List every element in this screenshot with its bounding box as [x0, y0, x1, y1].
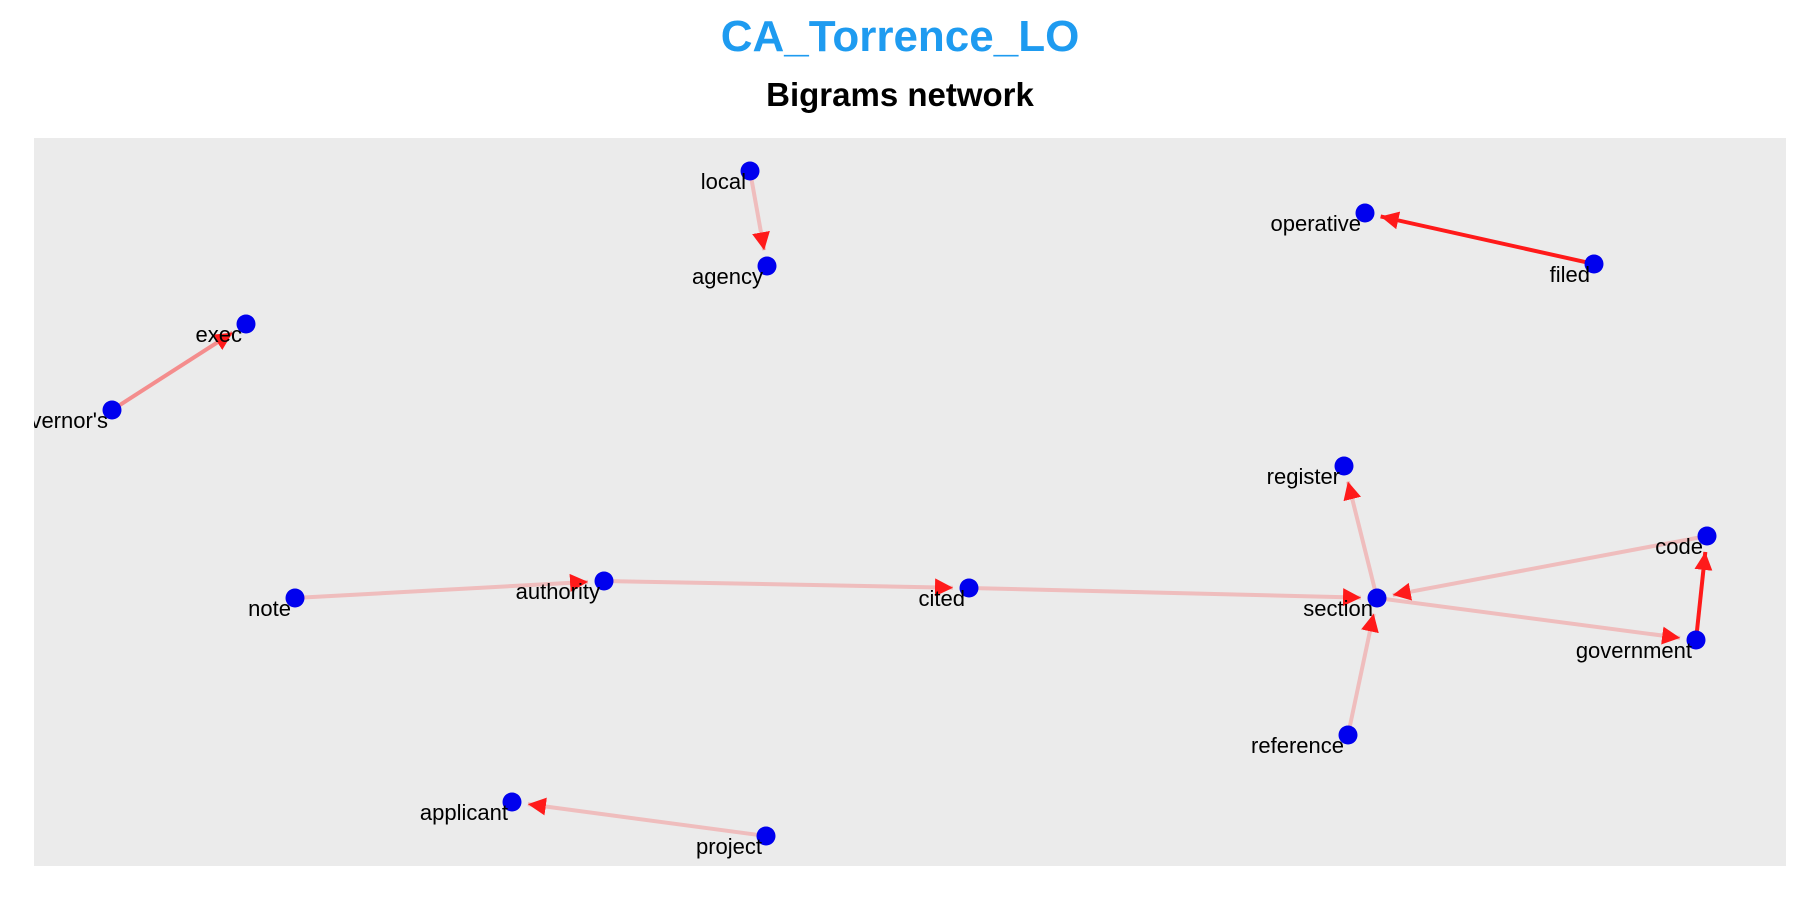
node-label-government: government: [1576, 638, 1692, 663]
node-label-applicant: applicant: [420, 800, 508, 825]
edge-code-section: [1392, 535, 1702, 601]
labels-layer: local agency operative filed exec governor's r…: [34, 169, 1703, 859]
node-label-code: code: [1655, 534, 1703, 559]
node-label-operative: operative: [1270, 211, 1361, 236]
edge-government-code: [1694, 551, 1713, 635]
node-authority: [594, 571, 614, 591]
node-exec: [236, 314, 256, 334]
edges-layer: [115, 176, 1713, 838]
nodes-layer: [102, 161, 1717, 846]
node-agency: [757, 256, 777, 276]
node-project: [756, 826, 776, 846]
node-label-local: local: [701, 169, 746, 194]
node-label-reference: reference: [1251, 733, 1344, 758]
node-section: [1367, 588, 1387, 608]
edge-section-government: [1382, 596, 1681, 645]
node-label-project: project: [696, 834, 762, 859]
node-label-register: register: [1267, 464, 1340, 489]
node-code: [1697, 526, 1717, 546]
node-label-authority: authority: [516, 579, 600, 604]
node-cited: [959, 578, 979, 598]
node-filed: [1584, 254, 1604, 274]
node-local: [740, 161, 760, 181]
node-label-note: note: [248, 596, 291, 621]
node-label-filed: filed: [1550, 262, 1590, 287]
edge-governors-exec: [115, 330, 234, 409]
node-register: [1334, 456, 1354, 476]
node-governors: [102, 400, 122, 420]
node-label-cited: cited: [919, 586, 965, 611]
edge-cited-section: [974, 586, 1362, 607]
edge-local-agency: [749, 176, 770, 251]
bigram-network: local agency operative filed exec governor's r…: [34, 161, 1717, 859]
node-applicant: [502, 792, 522, 812]
edge-reference-section: [1347, 613, 1379, 730]
node-label-exec: exec: [196, 322, 242, 347]
network-panel: local agency operative filed exec governor's r…: [34, 138, 1786, 866]
node-label-agency: agency: [692, 264, 763, 289]
node-label-section: section: [1303, 596, 1373, 621]
chart-subtitle: Bigrams network: [766, 76, 1034, 113]
edge-note-authority: [300, 573, 589, 600]
edge-section-register: [1343, 481, 1378, 593]
node-operative: [1355, 203, 1375, 223]
edge-authority-cited: [609, 578, 954, 597]
node-note: [285, 588, 305, 608]
edge-project-applicant: [527, 797, 761, 838]
edge-filed-operative: [1380, 211, 1589, 265]
node-label-governors: governor's: [34, 408, 108, 433]
node-reference: [1338, 725, 1358, 745]
chart-title: CA_Torrence_LO: [720, 12, 1080, 61]
node-government: [1686, 630, 1706, 650]
